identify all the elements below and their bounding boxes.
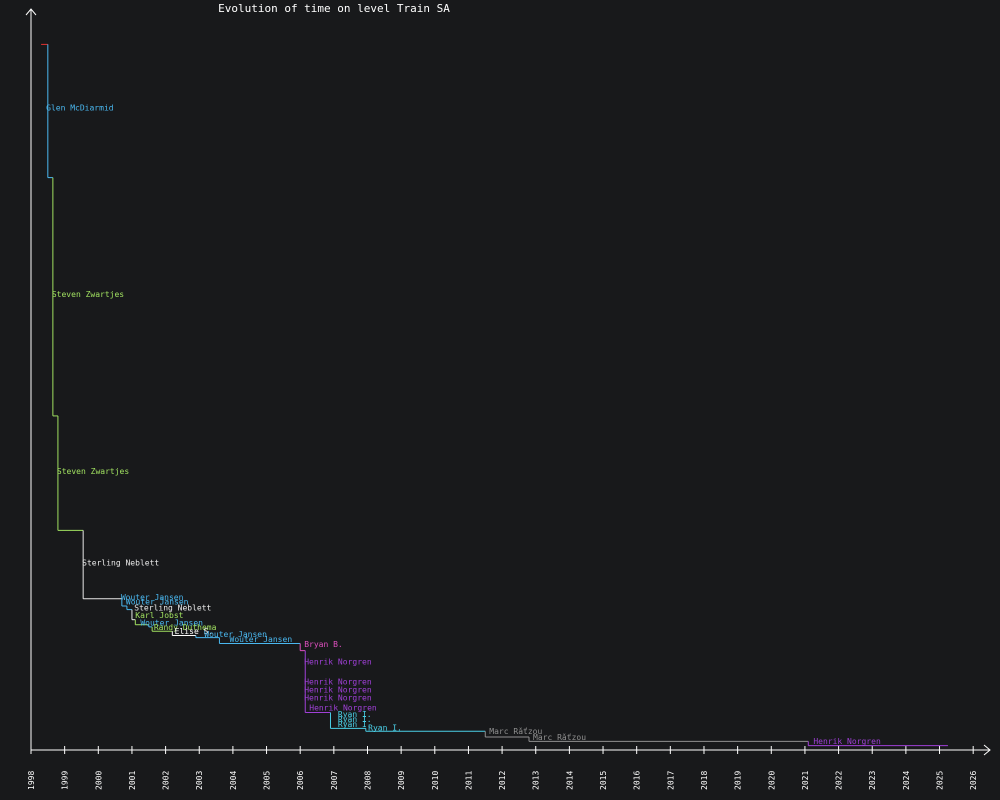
x-tick-label: 2002 [162, 771, 171, 790]
x-tick-label: 2001 [128, 771, 137, 790]
x-tick-label: 2025 [936, 771, 945, 790]
record-holder-label: Wouter Jansen [230, 635, 293, 644]
record-holder-label: Marc Rǎťzou [533, 733, 586, 742]
record-holder-label: Glen McDiarmid [46, 104, 114, 113]
x-tick-label: 2010 [431, 771, 440, 790]
record-holder-label: Bryan B. [304, 640, 343, 649]
x-tick-label: 2004 [229, 771, 238, 790]
x-tick-label: 2007 [330, 771, 339, 790]
record-holder-label: Marc Rǎťzou [489, 727, 542, 736]
x-tick-label: 2021 [801, 771, 810, 790]
x-tick-label: 2017 [666, 771, 675, 790]
x-tick-label: 2023 [868, 771, 877, 790]
x-tick-label: 2000 [94, 771, 103, 790]
x-tick-label: 2005 [263, 771, 272, 790]
x-axis-arrow [983, 744, 991, 756]
record-holder-label: Henrik Norgren [304, 693, 372, 702]
record-holder-label: Henrik Norgren [304, 677, 372, 686]
x-tick-label: 2006 [296, 771, 305, 790]
record-holder-label: Elise S. [175, 627, 214, 636]
record-holder-label: Ryan I. [338, 720, 372, 729]
record-holder-label: Henrik Norgren [309, 703, 377, 712]
record-holder-label: Ryan I. [368, 724, 402, 733]
x-tick-label: 2013 [532, 771, 541, 790]
record-labels: Glen McDiarmid Steven Zwartjes Steven Zwar… [46, 104, 881, 747]
record-holder-label: Henrik Norgren [813, 737, 881, 746]
record-holder-label: Karl Jobst [135, 611, 183, 620]
x-tick-label: 2009 [397, 771, 406, 790]
record-holder-label: Wouter Jansen [121, 593, 184, 602]
x-tick-label: 2018 [700, 771, 709, 790]
x-tick-label: 2016 [633, 771, 642, 790]
x-tick-label: 2024 [902, 771, 911, 790]
record-holder-label: Henrik Norgren [304, 685, 372, 694]
record-steps [41, 43, 948, 747]
x-tick-label: 2003 [195, 771, 204, 790]
axes [25, 8, 991, 756]
x-tick-label: 1999 [61, 771, 70, 790]
x-tick-label: 2026 [969, 771, 978, 790]
record-holder-label: Steven Zwartjes [57, 467, 129, 476]
record-holder-label: Wouter Jansen [126, 598, 189, 607]
record-holder-label: Sterling Neblett [82, 559, 159, 568]
x-tick-label: 2008 [363, 771, 372, 790]
record-holder-label: Ryan I. [338, 710, 372, 719]
record-holder-label: Wouter Jansen [140, 618, 203, 627]
x-tick-label: 2020 [767, 771, 776, 790]
record-holder-label: Wouter Jansen [204, 630, 267, 639]
x-tick-label: 1998 [27, 771, 36, 790]
y-axis-arrow [25, 8, 37, 16]
chart-title: Evolution of time on level Train SA [218, 2, 450, 15]
record-holder-label: Ryan I. [338, 715, 372, 724]
x-tick-label: 2019 [734, 771, 743, 790]
x-tick-label: 2014 [565, 771, 574, 790]
record-holder-label: Henrik Norgren [304, 657, 372, 666]
x-tick-label: 2011 [464, 771, 473, 790]
x-tick-label: 2012 [498, 771, 507, 790]
x-tick-label: 2015 [599, 771, 608, 790]
record-holder-label: Sterling Neblett [134, 603, 211, 612]
x-tick-label: 2022 [835, 771, 844, 790]
record-holder-label: Steven Zwartjes [52, 290, 124, 299]
record-holder-label: Randy Duthema [154, 623, 217, 632]
x-ticks: 1998 1999 2000 2001 2002 2003 2004 2005 2006 2007… [27, 746, 978, 790]
